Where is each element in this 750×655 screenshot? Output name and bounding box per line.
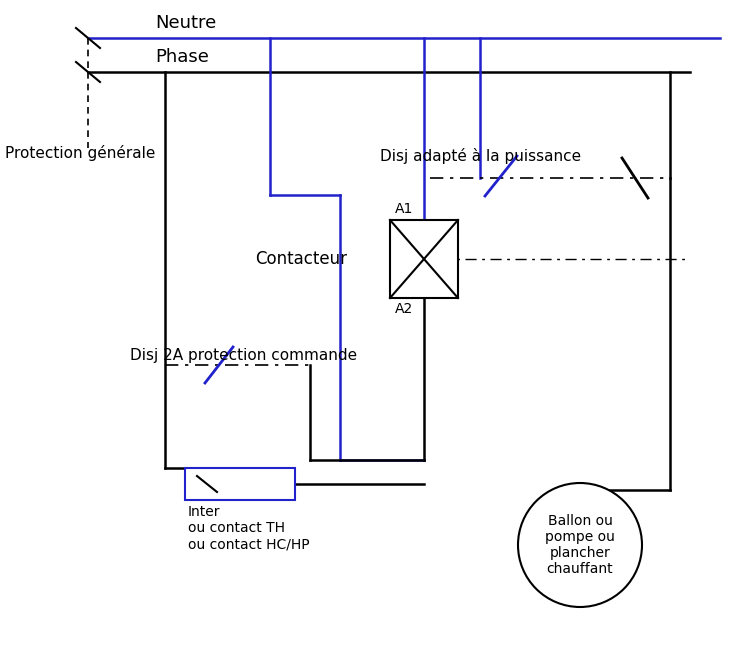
Text: Protection générale: Protection générale — [5, 145, 155, 161]
Bar — [185, 468, 295, 500]
Text: Neutre: Neutre — [155, 14, 216, 32]
Circle shape — [518, 483, 642, 607]
Text: A1: A1 — [395, 202, 413, 216]
Text: Disj 2A protection commande: Disj 2A protection commande — [130, 348, 357, 363]
Text: Contacteur: Contacteur — [255, 250, 347, 268]
Text: A2: A2 — [395, 302, 413, 316]
Bar — [390, 220, 458, 298]
Text: Disj adapté à la puissance: Disj adapté à la puissance — [380, 148, 581, 164]
Text: Ballon ou
pompe ou
plancher
chauffant: Ballon ou pompe ou plancher chauffant — [545, 514, 615, 576]
Text: Phase: Phase — [155, 48, 209, 66]
Text: Inter
ou contact TH
ou contact HC/HP: Inter ou contact TH ou contact HC/HP — [188, 505, 310, 552]
